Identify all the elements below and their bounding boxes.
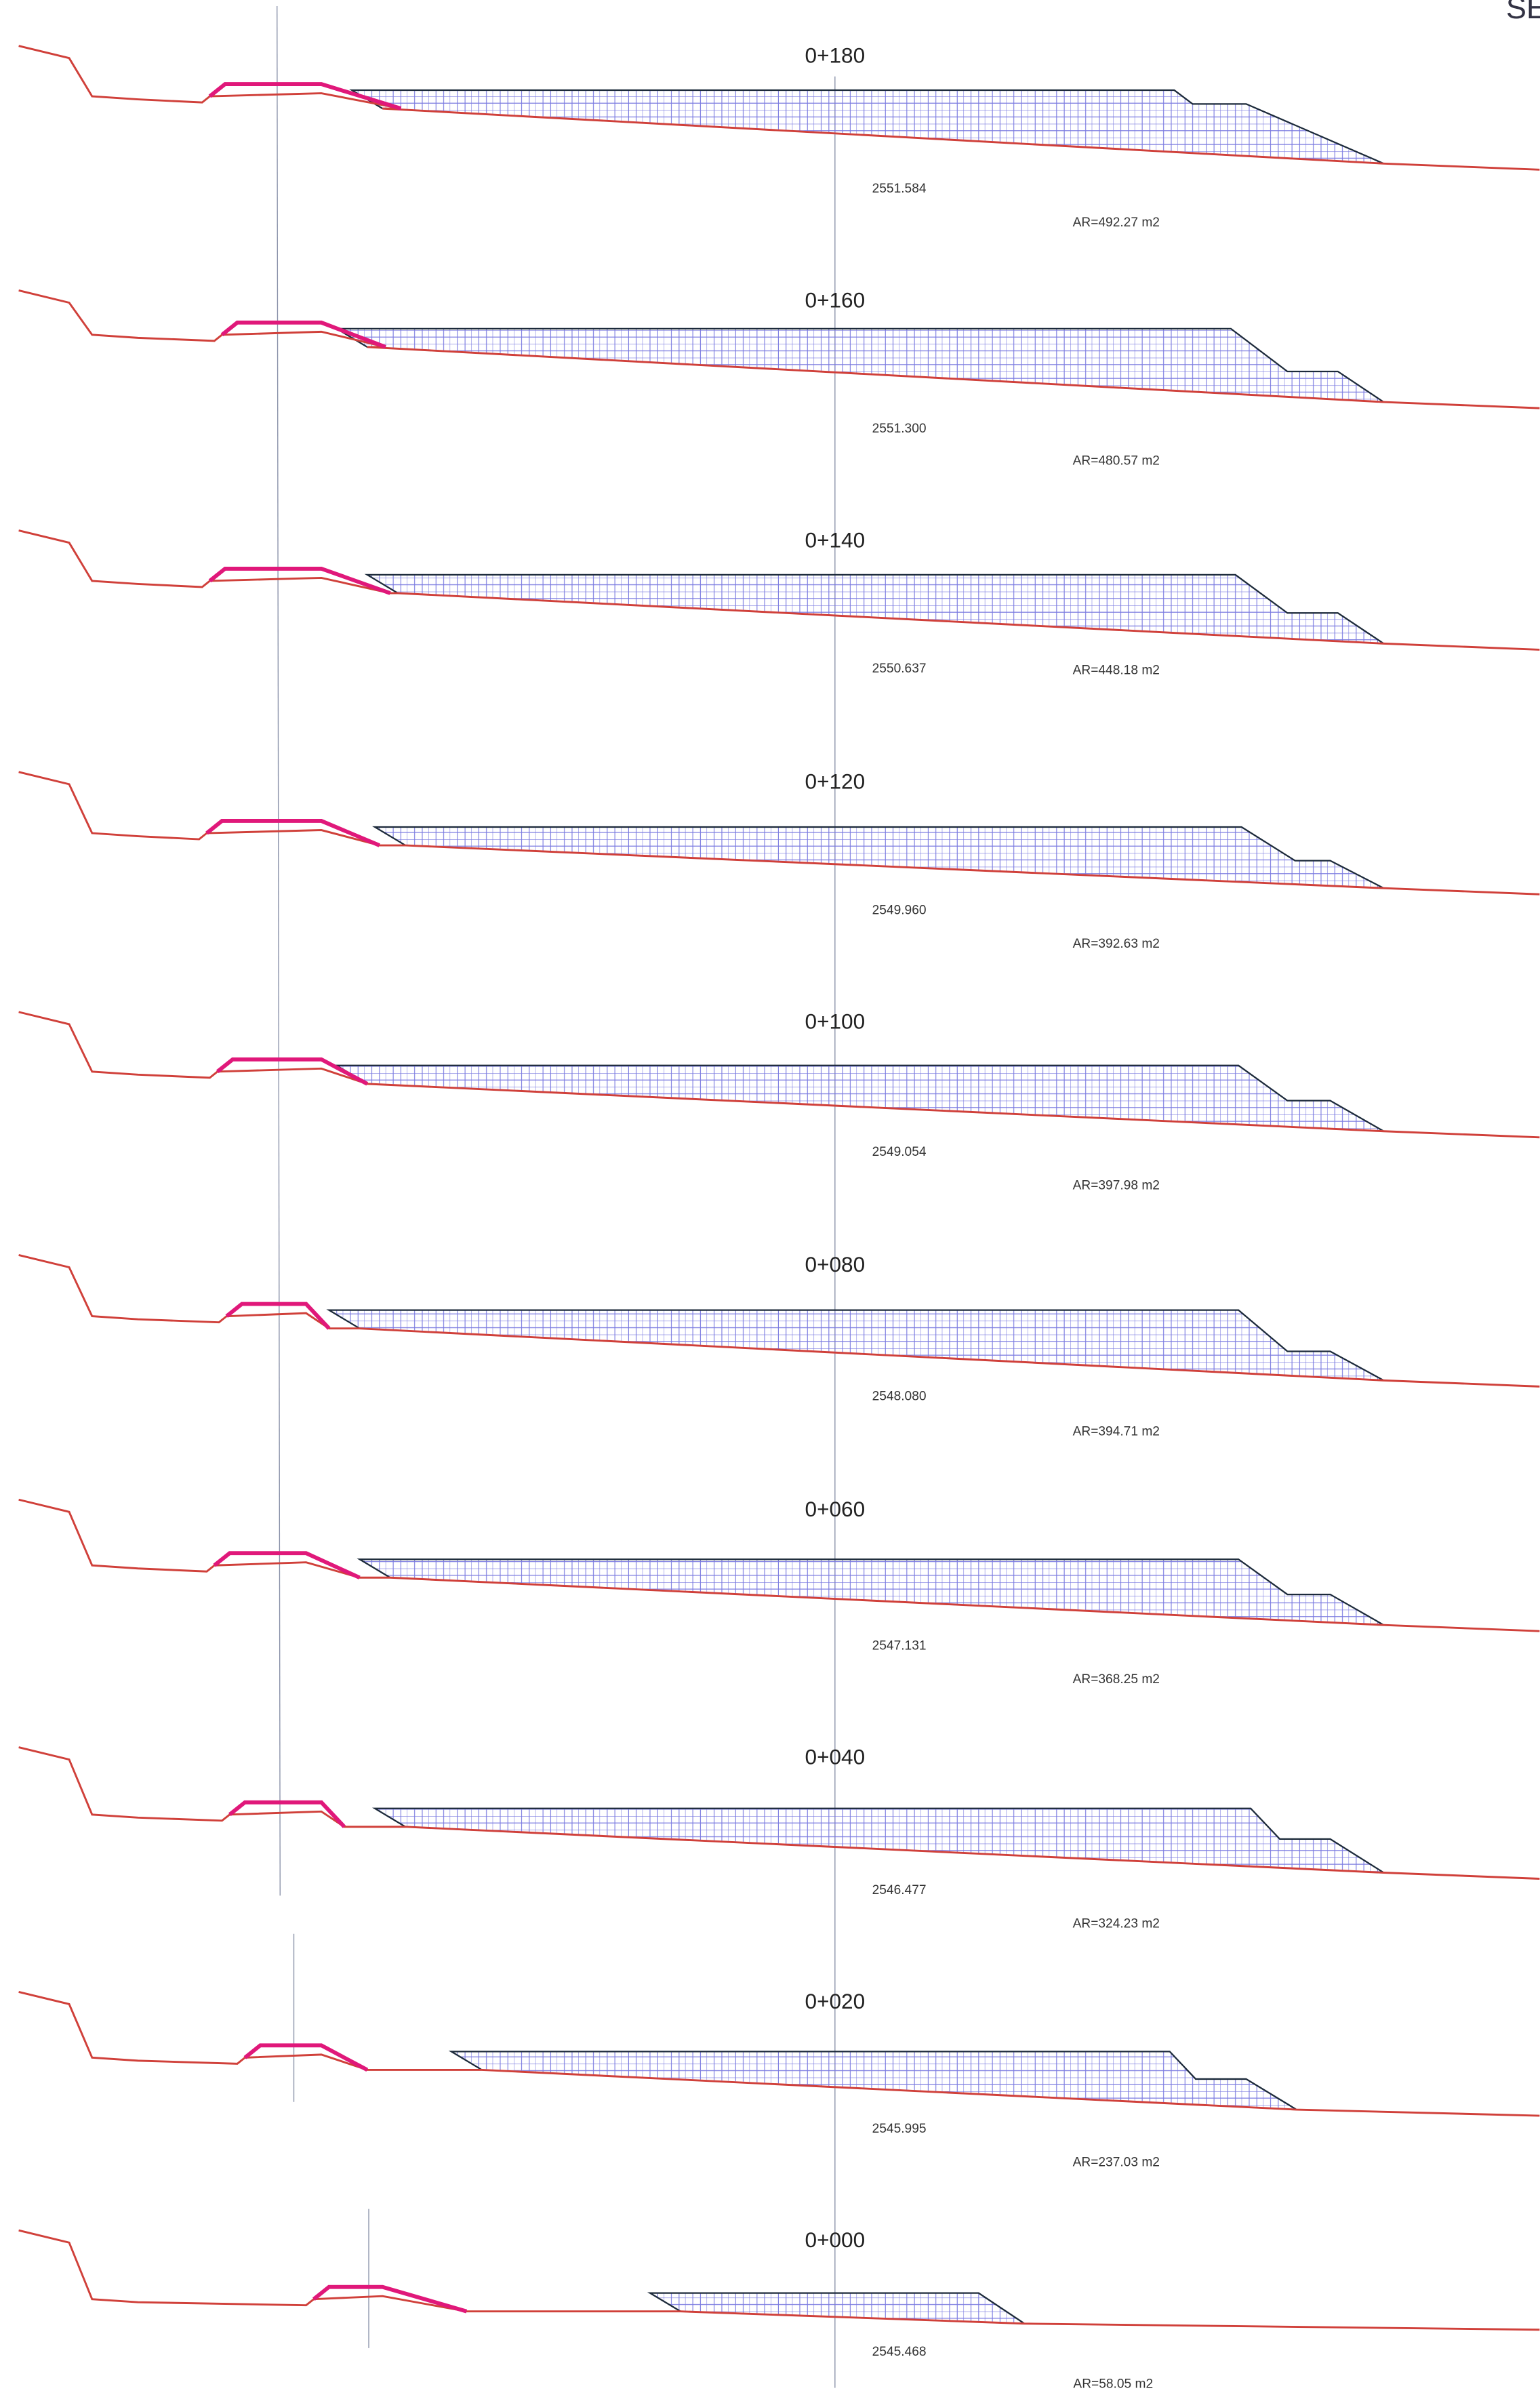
elevation-label: 2551.584 [872, 182, 927, 196]
station-label: 0+140 [805, 527, 866, 552]
area-label: AR=397.98 m2 [1073, 1178, 1160, 1192]
road-template [243, 2043, 369, 2072]
fill-area [371, 1807, 1387, 1874]
station-label: 0+000 [805, 2228, 866, 2252]
road-template [312, 2284, 468, 2314]
station-label: 0+160 [805, 287, 866, 312]
station-label: 0+040 [805, 1744, 866, 1769]
fill-area [349, 89, 1384, 165]
station-label: 0+080 [805, 1252, 866, 1276]
area-label: AR=368.25 m2 [1073, 1672, 1160, 1687]
elevation-label: 2545.995 [872, 2122, 927, 2136]
road-template [205, 819, 380, 847]
elevation-label: 2549.960 [872, 904, 927, 918]
area-label: AR=324.23 m2 [1073, 1917, 1160, 1931]
elevation-label: 2548.080 [872, 1390, 927, 1404]
fill-area [333, 327, 1387, 403]
road-template [208, 82, 402, 110]
area-label: AR=492.27 m2 [1073, 216, 1160, 230]
elevation-label: 2550.637 [872, 662, 927, 676]
area-label: AR=480.57 m2 [1073, 454, 1160, 468]
station-label: 0+180 [805, 43, 866, 67]
reference-line [277, 6, 281, 1896]
road-template [216, 1057, 369, 1086]
road-template [208, 566, 391, 595]
area-label: AR=394.71 m2 [1073, 1425, 1160, 1439]
fill-area [326, 1309, 1384, 1382]
fill-area [357, 1558, 1384, 1626]
fill-area [364, 573, 1387, 645]
elevation-label: 2546.477 [872, 1883, 927, 1897]
road-template [213, 1551, 361, 1579]
fill-area [333, 1064, 1384, 1132]
road-template [225, 1302, 331, 1330]
fill-area [448, 2051, 1297, 2111]
road-template [228, 1800, 346, 1828]
road-template [220, 320, 386, 349]
ground-line [18, 1011, 1540, 1139]
station-label: 0+020 [805, 1989, 866, 2013]
corner-label: SE [1506, 0, 1540, 25]
station-label: 0+120 [805, 769, 866, 794]
area-label: AR=58.05 m2 [1073, 2377, 1153, 2391]
area-label: AR=392.63 m2 [1073, 937, 1160, 951]
station-label: 0+100 [805, 1009, 866, 1034]
elevation-label: 2545.468 [872, 2345, 927, 2359]
fill-area [647, 2292, 1028, 2325]
fill-area [371, 826, 1384, 889]
elevation-label: 2549.054 [872, 1145, 927, 1159]
ground-line [18, 2229, 1540, 2331]
elevation-label: 2551.300 [872, 422, 927, 436]
area-label: AR=448.18 m2 [1073, 664, 1160, 678]
area-label: AR=237.03 m2 [1073, 2155, 1160, 2169]
elevation-label: 2547.131 [872, 1638, 927, 1653]
station-label: 0+060 [805, 1497, 866, 1521]
